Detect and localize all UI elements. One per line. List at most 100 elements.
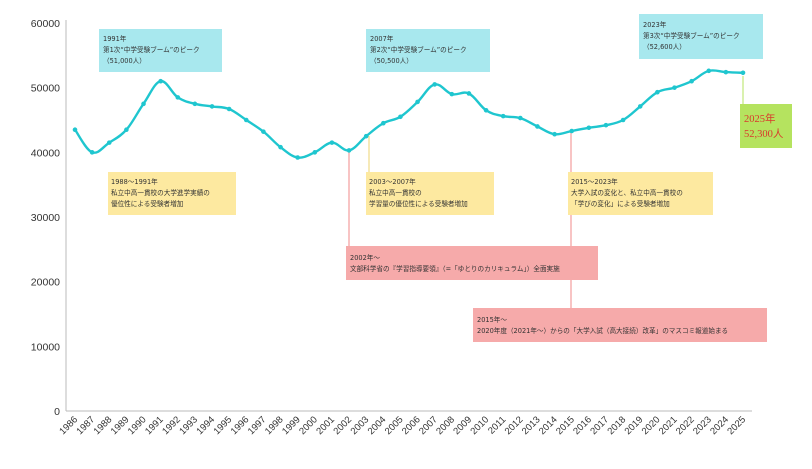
data-point xyxy=(346,148,352,153)
x-tick-label: 1991 xyxy=(143,414,166,437)
x-tick-label: 2006 xyxy=(400,414,423,437)
period3-line2: 大学入試の変化と、私立中高一貫校の xyxy=(571,188,683,197)
event-2002-box xyxy=(346,246,598,280)
event-2015-annotation: 2015年～ 2020年度（2021年～）からの「大学入試（高大接続）改革」のマ… xyxy=(473,308,767,342)
period1-line1: 1988～1991年 xyxy=(111,177,158,186)
period1-line2: 私立中高一貫校の大学進学実績の xyxy=(111,188,210,197)
data-point xyxy=(740,70,746,76)
x-tick-label: 1997 xyxy=(246,414,269,437)
data-point xyxy=(141,101,146,107)
y-tick-labels: 0 10000 20000 30000 40000 50000 60000 xyxy=(31,18,60,418)
x-tick-label: 2002 xyxy=(331,414,354,437)
data-point xyxy=(672,85,677,90)
boom3-box xyxy=(639,14,763,59)
x-tick-label: 2001 xyxy=(314,414,337,437)
x-tick-labels: 1986198719881989199019911992199319941995… xyxy=(57,414,748,437)
boom3-line2: 第3次“中学受験ブーム”のピーク xyxy=(643,31,740,40)
latest-line1: 2025年 xyxy=(744,112,776,125)
event-2002-annotation: 2002年～ 文部科学省の『学習指導要領』（=「ゆとりのカリキュラム」）全面実施 xyxy=(346,246,598,280)
data-point xyxy=(398,114,403,120)
x-tick-label: 2011 xyxy=(486,414,508,436)
x-tick-label: 2020 xyxy=(640,414,663,437)
x-tick-label: 2009 xyxy=(451,414,474,437)
y-tick-label: 20000 xyxy=(31,277,60,289)
boom1-annotation: 1991年 第1次“中学受験ブーム”のピーク （51,000人） xyxy=(99,29,222,72)
x-tick-label: 1998 xyxy=(263,414,286,437)
boom2-line1: 2007年 xyxy=(370,34,394,43)
data-point xyxy=(243,117,249,123)
data-point xyxy=(381,120,386,126)
period3-box xyxy=(568,172,713,215)
x-tick-label: 2012 xyxy=(503,414,526,437)
x-tick-label: 1995 xyxy=(212,414,235,437)
x-tick-label: 2019 xyxy=(623,414,646,437)
data-point xyxy=(706,68,712,74)
data-point xyxy=(261,129,266,134)
boom2-line2: 第2次“中学受験ブーム”のピーク xyxy=(370,45,467,54)
data-point xyxy=(432,82,437,87)
data-point xyxy=(415,99,420,105)
x-tick-label: 2018 xyxy=(605,414,628,437)
series-points xyxy=(72,68,746,160)
data-point xyxy=(500,113,506,119)
data-point xyxy=(518,115,523,121)
x-tick-label: 1999 xyxy=(280,414,303,437)
period2-line2: 私立中高一貫校の xyxy=(369,188,422,197)
latest-line2: 52,300人 xyxy=(744,128,784,140)
boom2-annotation: 2007年 第2次“中学受験ブーム”のピーク （50,500人） xyxy=(366,29,490,72)
data-point xyxy=(466,91,472,96)
data-point xyxy=(226,106,232,112)
data-point xyxy=(124,127,129,132)
boom3-line1: 2023年 xyxy=(643,20,667,29)
data-point xyxy=(449,91,455,97)
boom2-line3: （50,500人） xyxy=(370,57,413,65)
data-point xyxy=(158,78,163,84)
data-point xyxy=(278,144,283,150)
boom3-annotation: 2023年 第3次“中学受験ブーム”のピーク （52,600人） xyxy=(639,14,763,59)
x-tick-label: 2015 xyxy=(554,414,577,437)
data-point xyxy=(552,131,557,137)
data-point xyxy=(106,140,112,145)
data-point xyxy=(586,125,592,131)
x-tick-label: 2007 xyxy=(417,414,440,437)
event-2015-box xyxy=(473,308,767,342)
x-tick-label: 2005 xyxy=(383,414,406,437)
data-point xyxy=(689,78,694,84)
y-tick-label: 0 xyxy=(54,406,60,418)
event-2015-line1: 2015年～ xyxy=(477,315,507,324)
data-point xyxy=(89,150,95,155)
series-line xyxy=(73,69,745,159)
period3-line1: 2015～2023年 xyxy=(571,177,618,186)
boom1-line1: 1991年 xyxy=(103,34,127,43)
latest-box xyxy=(740,104,792,148)
y-tick-label: 40000 xyxy=(31,147,60,159)
data-point xyxy=(603,122,609,128)
y-tick-label: 50000 xyxy=(31,83,60,95)
period3-line3: 「学びの変化」による受験者増加 xyxy=(571,199,670,208)
period2-line3: 学習量の優位性による受験者増加 xyxy=(369,199,468,208)
data-point xyxy=(209,104,215,109)
data-point xyxy=(620,117,626,123)
event-2002-line1: 2002年～ xyxy=(350,253,380,262)
x-tick-label: 2016 xyxy=(571,414,594,437)
period1-annotation: 1988～1991年 私立中高一貫校の大学進学実績の 優位性による受験者増加 xyxy=(108,172,236,215)
x-tick-label: 2004 xyxy=(366,414,389,437)
boom1-box xyxy=(99,29,222,72)
x-tick-label: 1993 xyxy=(177,414,200,437)
y-tick-label: 60000 xyxy=(31,18,60,30)
data-point xyxy=(295,155,300,160)
y-tick-label: 30000 xyxy=(31,212,60,224)
event-2015-line2: 2020年度（2021年～）からの「大学入試（高大接続）改革」のマスコミ報道始ま… xyxy=(477,326,728,335)
x-tick-label: 2017 xyxy=(588,414,611,437)
x-tick-label: 1996 xyxy=(229,414,252,437)
period1-box xyxy=(108,172,236,215)
y-tick-label: 10000 xyxy=(31,341,60,353)
data-point xyxy=(723,69,729,75)
x-tick-label: 1988 xyxy=(92,414,115,437)
x-tick-label: 2014 xyxy=(537,414,560,437)
period2-annotation: 2003～2007年 私立中高一貫校の 学習量の優位性による受験者増加 xyxy=(366,172,494,215)
x-tick-label: 2000 xyxy=(297,414,320,437)
x-tick-label: 1990 xyxy=(126,414,149,437)
data-point xyxy=(192,101,198,107)
